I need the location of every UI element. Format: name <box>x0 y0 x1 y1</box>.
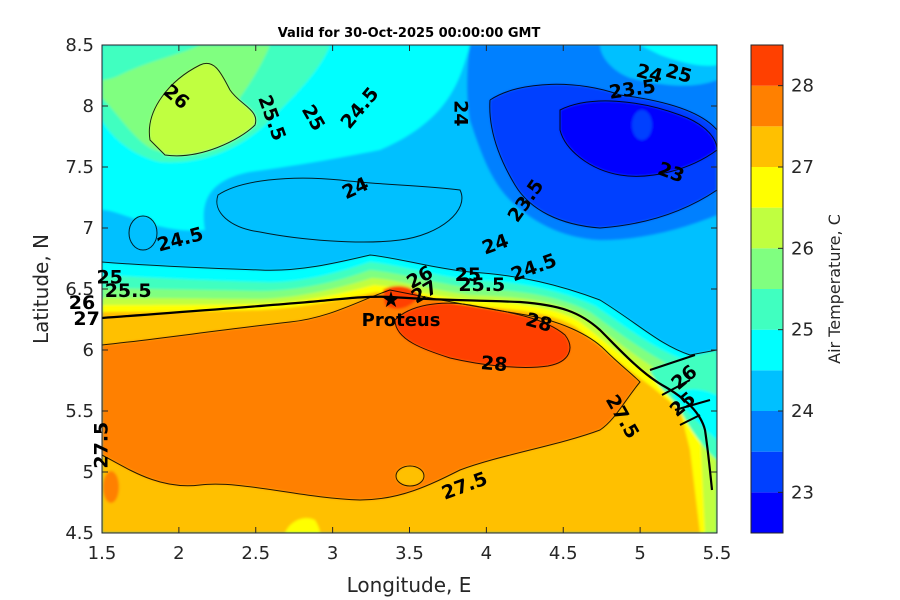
site-marker-icon: ★ <box>381 288 401 313</box>
colorbar: 23 24 25 26 27 28 <box>750 44 814 534</box>
colorbar-tick-label: 24 <box>791 401 814 422</box>
contour-label: 27 <box>73 308 99 330</box>
x-tick-label: 4 <box>481 543 492 564</box>
contour-fill <box>102 45 717 533</box>
y-tick-label: 8.5 <box>65 35 94 56</box>
site-label: Proteus <box>362 310 441 331</box>
colorbar-segment <box>751 451 783 493</box>
y-tick-label: 5 <box>83 462 94 483</box>
x-tick-label: 2.5 <box>241 543 270 564</box>
x-tick-label: 4.5 <box>549 543 578 564</box>
y-tick-label: 7.5 <box>65 157 94 178</box>
colorbar-tick-label: 27 <box>791 157 814 178</box>
colorbar-segment <box>751 45 783 86</box>
colorbar-segment <box>751 207 783 249</box>
chart-annotations: ★Proteus <box>362 288 441 331</box>
y-axis-label: Latitude, N <box>29 234 53 344</box>
colorbar-segment <box>751 167 783 208</box>
colorbar-segment <box>751 329 783 371</box>
colorbar-segment <box>751 289 783 330</box>
contour-label: 26 <box>69 292 95 314</box>
contour-label: 25.5 <box>105 280 152 302</box>
x-tick-label: 5 <box>634 543 645 564</box>
colorbar-segment <box>751 126 783 167</box>
x-tick-label: 2 <box>173 543 184 564</box>
chart-title: Valid for 30-Oct-2025 00:00:00 GMT <box>278 26 541 41</box>
contour-label: 24 <box>450 100 472 126</box>
colorbar-segment <box>751 85 783 127</box>
y-tick-label: 6.5 <box>65 279 94 300</box>
x-tick-label: 5.5 <box>703 543 732 564</box>
axis-ticks: 1.5 2 2.5 3 3.5 4 4.5 5 5.5 4.5 5 5.5 6 6.5 7 7.5 8 8.5 <box>65 35 731 564</box>
colorbar-tick-label: 23 <box>791 482 814 503</box>
contour-label: 28 <box>480 352 508 376</box>
colorbar-segment <box>751 370 783 411</box>
contour-label: 25 <box>455 264 481 286</box>
contour-label: 25.5 <box>458 274 505 296</box>
colorbar-segment <box>751 411 783 452</box>
y-tick-label: 5.5 <box>65 401 94 422</box>
colorbar-tick-label: 28 <box>791 76 814 97</box>
colorbar-frame <box>750 44 784 534</box>
y-tick-label: 7 <box>83 218 94 239</box>
y-tick-label: 4.5 <box>65 523 94 544</box>
contour-label: 27.5 <box>91 422 113 469</box>
colorbar-segment <box>751 492 783 533</box>
y-tick-label: 6 <box>83 340 94 361</box>
contour-label: 25 <box>96 267 122 289</box>
colorbar-tick-label: 26 <box>791 238 814 259</box>
colorbar-label: Air Temperature, C <box>825 214 844 364</box>
x-tick-label: 3 <box>327 543 338 564</box>
colorbar-segment <box>751 248 783 289</box>
y-tick-label: 8 <box>83 96 94 117</box>
colorbar-tick-label: 25 <box>791 320 814 341</box>
x-axis-label: Longitude, E <box>347 573 472 597</box>
x-tick-label: 1.5 <box>88 543 117 564</box>
x-tick-label: 3.5 <box>395 543 424 564</box>
coastline <box>102 295 714 491</box>
